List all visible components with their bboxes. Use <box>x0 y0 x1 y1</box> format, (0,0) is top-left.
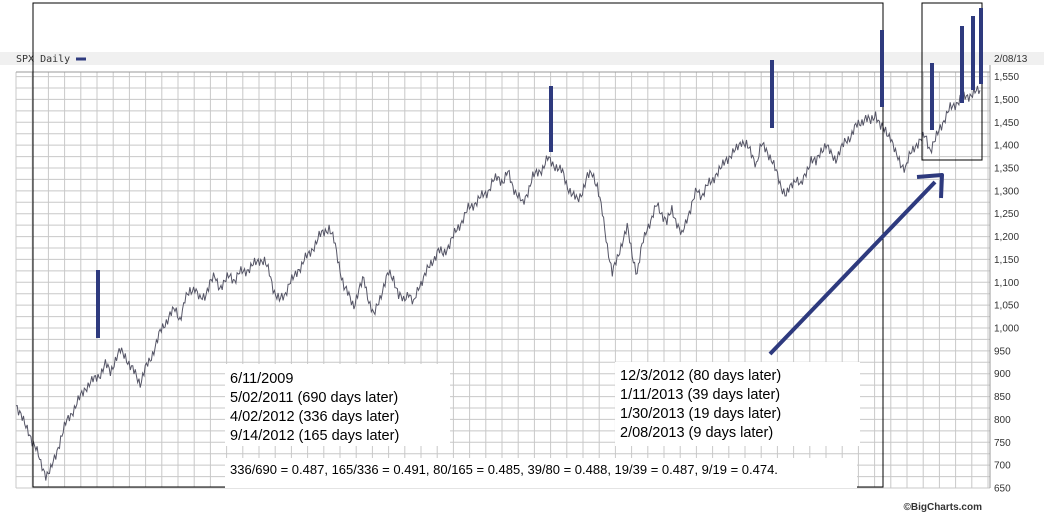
y-tick-label: 950 <box>994 346 1011 357</box>
y-tick-label: 1,150 <box>994 255 1019 266</box>
header-bar <box>0 52 1044 65</box>
right-note-box <box>615 362 860 446</box>
ratio-text: 336/690 = 0.487, 165/336 = 0.491, 80/165… <box>230 462 778 477</box>
y-tick-label: 1,000 <box>994 324 1019 335</box>
y-tick-label: 1,200 <box>994 232 1019 243</box>
arrow-head <box>916 173 944 199</box>
y-tick-label: 1,350 <box>994 164 1019 175</box>
credit-label: ©BigCharts.com <box>904 502 983 513</box>
right-note-line-2: 1/11/2013 (39 days later) <box>620 387 780 403</box>
arrow-shaft <box>768 180 937 356</box>
left-note-line-4: 9/14/2012 (165 days later) <box>230 428 399 444</box>
y-tick-label: 750 <box>994 438 1011 449</box>
y-tick-label: 850 <box>994 392 1011 403</box>
left-note-line-1: 6/11/2009 <box>230 371 293 387</box>
y-axis-ticks: 650 700 750 800 850 900 950 1,000 1,050 1,100 1,15… <box>994 72 1019 494</box>
y-tick-label: 800 <box>994 415 1011 426</box>
y-tick-label: 1,050 <box>994 301 1019 312</box>
legend-label: SPX Daily <box>16 54 70 65</box>
right-note-line-4: 2/08/2013 (9 days later) <box>620 425 773 441</box>
y-tick-label: 700 <box>994 461 1011 472</box>
date-label: 2/08/13 <box>994 54 1028 65</box>
y-tick-label: 1,100 <box>994 278 1019 289</box>
left-note-line-2: 5/02/2011 (690 days later) <box>230 390 398 406</box>
y-tick-label: 1,250 <box>994 209 1019 220</box>
ratio-box <box>225 458 857 488</box>
y-tick-label: 900 <box>994 369 1011 380</box>
y-tick-label: 650 <box>994 484 1011 495</box>
right-note-line-3: 1/30/2013 (19 days later) <box>620 406 781 422</box>
price-series-line <box>15 85 981 481</box>
turn-markers <box>96 8 983 338</box>
left-note-box <box>225 364 450 446</box>
y-tick-label: 1,300 <box>994 186 1019 197</box>
y-tick-label: 1,450 <box>994 118 1019 129</box>
left-note-line-3: 4/02/2012 (336 days later) <box>230 409 399 425</box>
projection-arrow <box>768 173 944 356</box>
y-tick-label: 1,500 <box>994 95 1019 106</box>
y-tick-label: 1,550 <box>994 72 1019 83</box>
y-tick-label: 1,400 <box>994 141 1019 152</box>
right-note-line-1: 12/3/2012 (80 days later) <box>620 368 781 384</box>
